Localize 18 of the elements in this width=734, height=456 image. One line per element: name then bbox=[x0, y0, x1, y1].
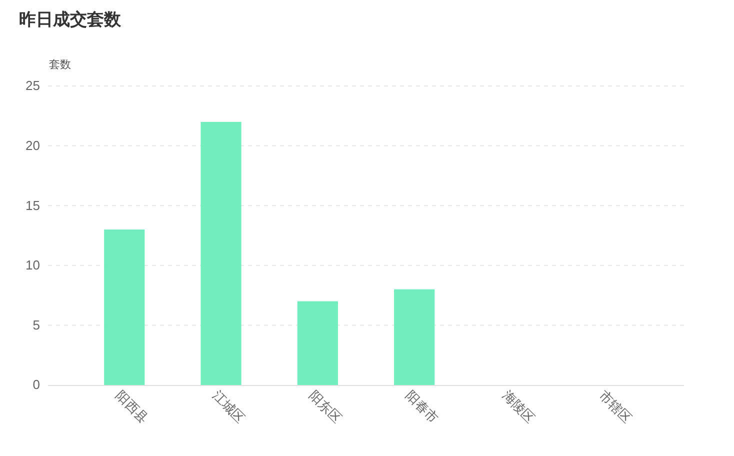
x-tick-label: 阳春市 bbox=[402, 388, 442, 426]
x-tick-label: 海陵区 bbox=[500, 388, 538, 426]
y-tick-label: 20 bbox=[26, 138, 40, 153]
bar bbox=[297, 301, 338, 385]
bar bbox=[200, 122, 242, 385]
y-tick-label: 25 bbox=[26, 78, 40, 94]
y-tick-label: 10 bbox=[26, 258, 40, 273]
y-tick-label: 0 bbox=[32, 377, 40, 392]
x-tick-label: 阳东区 bbox=[306, 388, 345, 426]
x-tick-label: 江城区 bbox=[210, 388, 248, 426]
y-tick-label: 15 bbox=[26, 198, 40, 213]
x-tick-label: 阳西县 bbox=[113, 388, 152, 426]
y-tick-label: 5 bbox=[32, 317, 40, 332]
bar bbox=[394, 289, 435, 385]
x-tick-label: 市辖区 bbox=[596, 388, 634, 426]
y-axis-title: 套数 bbox=[49, 58, 71, 71]
bar bbox=[104, 230, 145, 385]
chart-title: 昨日成交套数 bbox=[19, 10, 122, 30]
